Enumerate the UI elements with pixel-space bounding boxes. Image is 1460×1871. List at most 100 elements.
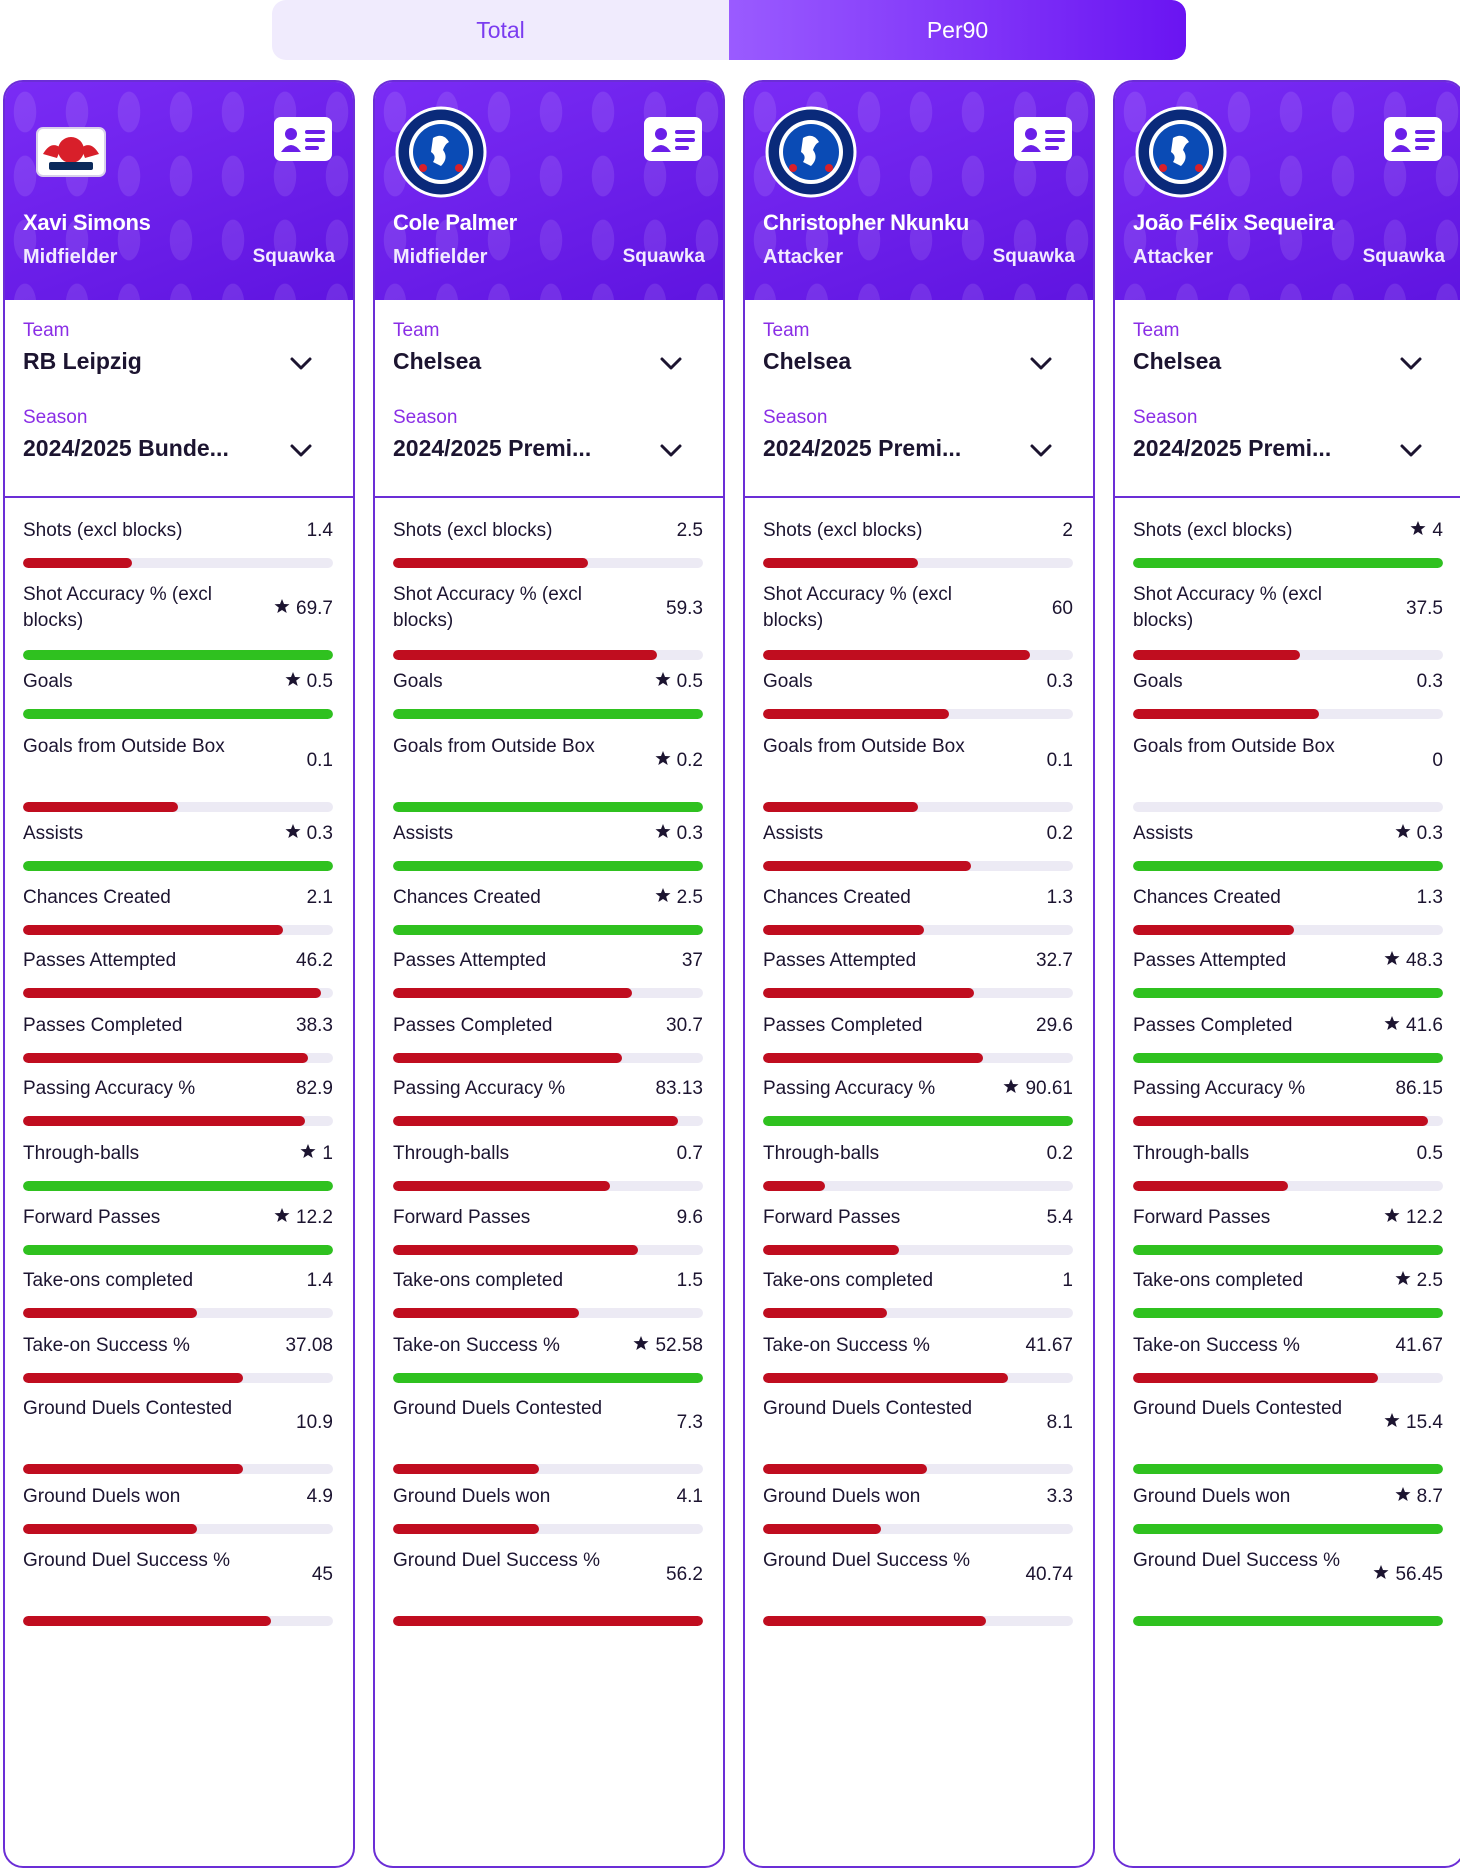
stat-row: Shots (excl blocks) 2 [763,518,1073,582]
stat-bar-fill [763,1181,825,1191]
stat-value-text: 29.6 [1036,1015,1073,1036]
star-icon [274,598,290,620]
stat-value: 12.2 [1384,1207,1443,1229]
stat-bar-track [763,1181,1073,1191]
stat-bar-track [1133,1616,1443,1626]
stat-value: 82.9 [296,1078,333,1100]
stat-value-text: 0.3 [1046,671,1073,692]
stat-value-text: 7.3 [676,1412,703,1433]
stat-bar-fill [393,709,703,719]
season-select[interactable]: 2024/2025 Premi... [393,435,592,461]
stat-value: 0.1 [307,750,333,772]
id-card-icon[interactable] [643,116,703,162]
stat-row: Chances Created 1.3 [763,885,1073,949]
stat-bar-track [23,1308,333,1318]
stat-value-text: 82.9 [296,1078,333,1099]
stat-bar-fill [393,1524,539,1534]
stat-value-text: 0.3 [1416,671,1443,692]
stat-row: Assists 0.3 [23,821,333,885]
stat-value: 56.2 [666,1564,703,1586]
stat-bar-track [23,1053,333,1063]
player-card: Cole Palmer Midfielder Squawka Team Chelsea S… [373,80,725,1868]
stat-bar-track [1133,1373,1443,1383]
stat-row: Passing Accuracy % 86.15 [1133,1076,1443,1140]
filter-section: Team Chelsea Season 2024/2025 Premi... [745,300,1093,498]
stat-row: Assists 0.2 [763,821,1073,885]
stat-bar-track [23,558,333,568]
stat-row: Shots (excl blocks) 1.4 [23,518,333,582]
team-select[interactable]: Chelsea [393,348,482,374]
stat-bar-fill [23,709,333,719]
stat-row: Goals 0.3 [763,669,1073,733]
id-card-icon[interactable] [1383,116,1443,162]
stat-bar-track [1133,988,1443,998]
player-name: Xavi Simons [23,210,151,235]
stat-value: 0.2 [655,750,703,772]
id-card-icon[interactable] [273,116,333,162]
chevron-down-icon[interactable] [289,356,313,372]
id-card-icon[interactable] [1013,116,1073,162]
stat-value-text: 0.5 [676,671,703,692]
stat-bar-fill [23,1464,244,1474]
stat-row: Take-ons completed 1 [763,1268,1073,1332]
stat-value: 10.9 [296,1412,333,1434]
star-icon [285,823,301,845]
stat-bar-fill [23,1524,197,1534]
chevron-down-icon[interactable] [1399,356,1423,372]
team-select[interactable]: Chelsea [1133,348,1222,374]
filter-section: Team Chelsea Season 2024/2025 Premi... [375,300,723,498]
team-label: Team [1133,320,1180,341]
stat-bar-fill [1133,925,1295,935]
stat-value: 37 [682,950,703,972]
toggle-per90-button[interactable]: Per90 [729,0,1186,60]
stat-row: Goals from Outside Box 0 [1133,734,1443,822]
stat-bar-track [23,988,333,998]
stat-row: Ground Duels Contested 7.3 [393,1396,703,1484]
stat-row: Shots (excl blocks) 4 [1133,518,1443,582]
team-select[interactable]: RB Leipzig [23,348,142,374]
stat-label: Forward Passes [393,1207,531,1228]
stat-value: 3.3 [1047,1486,1073,1508]
filter-section: Team RB Leipzig Season 2024/2025 Bunde... [5,300,353,498]
chevron-down-icon[interactable] [659,356,683,372]
chevron-down-icon[interactable] [659,443,683,459]
chevron-down-icon[interactable] [289,443,313,459]
season-select[interactable]: 2024/2025 Premi... [1133,435,1332,461]
stat-bar-fill [1133,1524,1443,1534]
stat-bar-track [393,558,703,568]
stat-row: Assists 0.3 [1133,821,1443,885]
stat-value: 1 [1062,1270,1073,1292]
season-select[interactable]: 2024/2025 Premi... [763,435,962,461]
stat-value-text: 83.13 [655,1078,703,1099]
stat-bar-fill [393,1373,703,1383]
stat-bar-track [1133,650,1443,660]
stat-label: Ground Duels won [1133,1486,1291,1507]
team-select[interactable]: Chelsea [763,348,852,374]
stat-bar-track [763,802,1073,812]
stat-value-text: 12.2 [296,1207,333,1228]
filter-section: Team Chelsea Season 2024/2025 Premi... [1115,300,1460,498]
stat-bar-fill [1133,709,1319,719]
toggle-total-button[interactable]: Total [476,16,525,43]
stat-bar-fill [1133,1245,1443,1255]
stat-label: Assists [763,823,824,844]
stat-value-text: 41.6 [1406,1015,1443,1036]
stat-value-text: 52.58 [655,1335,703,1356]
stat-bar-track [23,802,333,812]
stat-value-text: 37.5 [1406,598,1443,619]
stat-label: Passes Completed [23,1015,183,1036]
chevron-down-icon[interactable] [1029,356,1053,372]
season-select[interactable]: 2024/2025 Bunde... [23,435,229,461]
team-label: Team [23,320,70,341]
chelsea-badge-icon [393,104,489,200]
stat-value: 40.74 [1025,1564,1073,1586]
stat-row: Passes Attempted 48.3 [1133,948,1443,1012]
stat-label: Assists [1133,823,1194,844]
chevron-down-icon[interactable] [1029,443,1053,459]
chevron-down-icon[interactable] [1399,443,1423,459]
stat-row: Shot Accuracy % (excl blocks) 37.5 [1133,582,1443,670]
stat-label: Through-balls [763,1143,880,1164]
player-card-header: João Félix Sequeira Attacker Squawka [1115,82,1460,300]
stat-value: 0.3 [1395,823,1443,845]
stat-label: Goals [393,671,443,692]
